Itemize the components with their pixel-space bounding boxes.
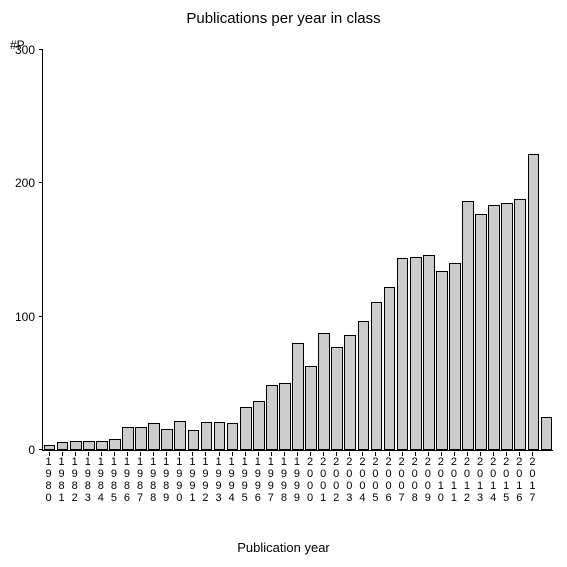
x-tick-label: 2 0 0 5 — [369, 456, 382, 504]
x-tick-label: 1 9 9 5 — [238, 456, 251, 504]
x-tick-label: 1 9 8 1 — [55, 456, 68, 504]
bar — [83, 441, 95, 450]
x-tick-label: 1 9 9 0 — [173, 456, 186, 504]
publications-bar-chart: Publications per year in class #P 010020… — [0, 0, 567, 567]
x-ticks-container: 1 9 8 01 9 8 11 9 8 21 9 8 31 9 8 41 9 8… — [42, 452, 552, 522]
chart-title: Publications per year in class — [0, 10, 567, 27]
x-tick-label: 1 9 8 5 — [107, 456, 120, 504]
x-tick-label: 2 0 0 3 — [343, 456, 356, 504]
bar — [122, 427, 134, 450]
x-tick-label: 1 9 9 7 — [264, 456, 277, 504]
x-tick-label: 1 9 8 9 — [160, 456, 173, 504]
x-tick-label: 2 0 1 1 — [447, 456, 460, 504]
plot-area: 0100200300 — [42, 50, 553, 451]
x-tick-label: 1 9 8 4 — [94, 456, 107, 504]
bar — [541, 417, 553, 450]
bar — [501, 203, 513, 450]
y-tick-mark — [39, 182, 43, 183]
x-tick-label: 2 0 1 6 — [513, 456, 526, 504]
x-tick-label: 1 9 9 8 — [277, 456, 290, 504]
x-tick-label: 2 0 1 2 — [460, 456, 473, 504]
x-tick-label: 2 0 1 7 — [526, 456, 539, 504]
bar — [96, 441, 108, 450]
x-tick-label: 1 9 8 8 — [147, 456, 160, 504]
x-tick-label: 1 9 8 2 — [68, 456, 81, 504]
y-tick-mark — [39, 449, 43, 450]
bar — [253, 401, 265, 450]
bar — [514, 199, 526, 450]
bar — [57, 442, 69, 450]
bar — [174, 421, 186, 450]
x-axis-label: Publication year — [0, 540, 567, 555]
bar — [449, 263, 461, 450]
x-tick-label: 2 0 1 4 — [487, 456, 500, 504]
bar — [423, 255, 435, 450]
bar — [488, 205, 500, 450]
y-tick-mark — [39, 49, 43, 50]
bar — [227, 423, 239, 450]
y-tick-label: 0 — [28, 443, 43, 457]
bar — [279, 383, 291, 450]
bar — [384, 287, 396, 450]
bar — [344, 335, 356, 450]
x-tick-label: 2 0 1 0 — [434, 456, 447, 504]
x-tick-label: 2 0 0 2 — [330, 456, 343, 504]
bar — [135, 427, 147, 450]
bar — [188, 430, 200, 450]
bar — [109, 439, 121, 450]
x-tick-label: 1 9 8 3 — [81, 456, 94, 504]
x-tick-label: 2 0 0 1 — [317, 456, 330, 504]
bar — [70, 441, 82, 450]
bar — [161, 429, 173, 450]
x-tick-label: 2 0 0 8 — [408, 456, 421, 504]
bar — [371, 302, 383, 450]
bar — [318, 333, 330, 450]
bar — [240, 407, 252, 450]
bar — [528, 154, 540, 450]
x-tick-label: 2 0 0 6 — [382, 456, 395, 504]
x-tick-label: 1 9 9 9 — [290, 456, 303, 504]
bar — [214, 422, 226, 450]
bar — [44, 445, 56, 450]
bar — [475, 214, 487, 450]
x-tick-label: 2 0 1 3 — [474, 456, 487, 504]
bar — [331, 347, 343, 450]
x-tick-label: 1 9 9 2 — [199, 456, 212, 504]
bar — [436, 271, 448, 450]
x-tick-label: 1 9 9 3 — [212, 456, 225, 504]
bar — [397, 258, 409, 450]
bar — [266, 385, 278, 450]
x-tick-label: 2 0 1 5 — [500, 456, 513, 504]
y-tick-mark — [39, 316, 43, 317]
x-tick-label: 2 0 0 0 — [304, 456, 317, 504]
x-tick-label: 2 0 0 4 — [356, 456, 369, 504]
y-tick-label: 100 — [15, 310, 43, 324]
x-tick-label: 1 9 8 0 — [42, 456, 55, 504]
y-tick-label: 300 — [15, 43, 43, 57]
x-tick-label: 2 0 0 9 — [421, 456, 434, 504]
x-tick-label: 1 9 9 6 — [251, 456, 264, 504]
bar — [201, 422, 213, 450]
bar — [305, 366, 317, 450]
x-tick-label: 2 0 0 7 — [395, 456, 408, 504]
x-tick-label: 1 9 9 1 — [186, 456, 199, 504]
bar — [410, 257, 422, 450]
bars-container — [43, 50, 553, 450]
bar — [462, 201, 474, 450]
bar — [292, 343, 304, 450]
bar — [148, 423, 160, 450]
y-tick-label: 200 — [15, 176, 43, 190]
x-tick-label: 1 9 8 6 — [120, 456, 133, 504]
x-tick-label: 1 9 9 4 — [225, 456, 238, 504]
bar — [358, 321, 370, 450]
x-tick-label: 1 9 8 7 — [134, 456, 147, 504]
